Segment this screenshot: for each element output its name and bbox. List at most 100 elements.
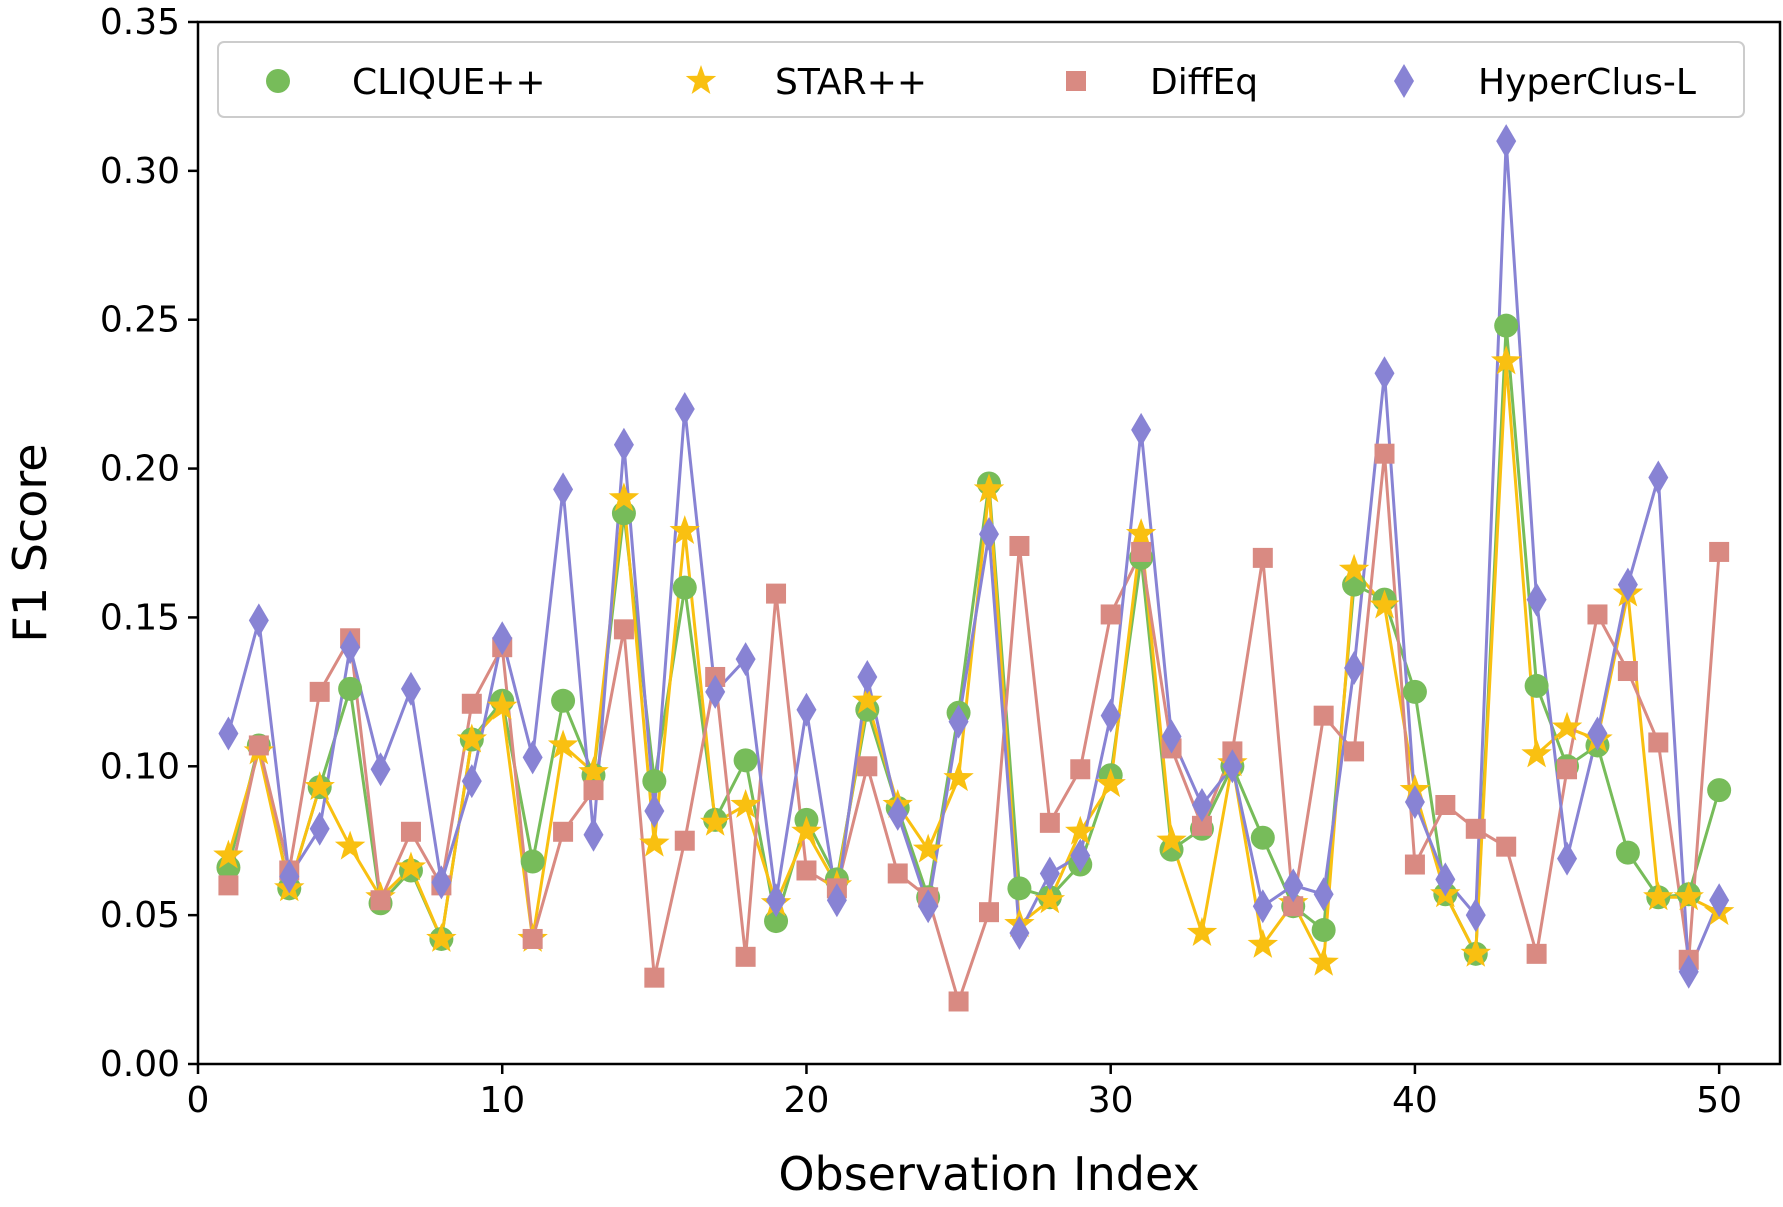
data-point xyxy=(1557,841,1578,876)
data-point xyxy=(1283,896,1304,917)
data-point xyxy=(461,693,482,714)
data-point xyxy=(1707,778,1732,803)
data-point xyxy=(1648,460,1669,495)
data-point xyxy=(456,723,488,753)
y-tick-label: 0.30 xyxy=(100,151,180,192)
data-point xyxy=(674,392,695,427)
series-markers-4 xyxy=(218,124,1730,989)
data-point xyxy=(1131,412,1152,447)
data-point xyxy=(979,517,999,552)
data-point xyxy=(1313,877,1334,912)
plot-frame xyxy=(196,20,1782,1066)
data-point xyxy=(1435,794,1456,815)
data-point xyxy=(522,740,543,775)
data-point xyxy=(553,821,574,842)
data-point xyxy=(1100,698,1121,733)
data-point xyxy=(796,692,817,727)
data-point xyxy=(248,603,269,638)
data-point xyxy=(1344,651,1365,686)
y-tick-label: 0.05 xyxy=(100,895,180,936)
data-point xyxy=(644,793,665,828)
data-point xyxy=(1617,567,1638,602)
x-tick-label: 30 xyxy=(1088,1080,1134,1121)
data-point xyxy=(395,851,427,881)
data-point xyxy=(1673,881,1704,911)
data-point xyxy=(733,748,758,773)
data-point xyxy=(522,928,543,949)
data-point xyxy=(309,681,330,702)
data-point xyxy=(1125,518,1157,548)
y-axis-label: F1 Score xyxy=(3,443,57,642)
legend-box xyxy=(217,41,1745,118)
data-point xyxy=(583,780,604,801)
data-point xyxy=(1095,768,1126,798)
data-point xyxy=(735,642,756,677)
data-point xyxy=(487,690,518,720)
data-point xyxy=(1404,854,1425,875)
y-tick-label: 0.35 xyxy=(100,2,180,43)
data-point xyxy=(948,991,969,1012)
data-point xyxy=(730,788,761,818)
data-point xyxy=(1283,868,1304,903)
data-point xyxy=(1617,661,1638,682)
data-point xyxy=(370,752,391,787)
data-point xyxy=(1186,917,1218,946)
data-point xyxy=(279,859,300,894)
data-point xyxy=(642,769,667,794)
data-point xyxy=(1648,732,1669,753)
data-point xyxy=(857,756,878,777)
data-point xyxy=(918,889,939,924)
y-tick-label: 0.25 xyxy=(100,300,180,341)
data-point xyxy=(1065,815,1096,845)
data-point xyxy=(213,839,244,869)
data-point xyxy=(826,883,847,918)
data-point xyxy=(1496,124,1517,159)
data-point xyxy=(973,473,1005,503)
data-point xyxy=(1369,589,1400,619)
legend-label: HyperClus-L xyxy=(1478,62,1696,103)
data-point xyxy=(1070,759,1091,780)
y-tick-label: 0.20 xyxy=(100,449,180,490)
data-point xyxy=(791,815,822,845)
data-point xyxy=(1402,679,1427,704)
data-point xyxy=(764,909,789,934)
data-point xyxy=(1252,547,1273,568)
data-point xyxy=(912,833,944,863)
data-point xyxy=(1460,937,1491,967)
data-point xyxy=(644,967,665,988)
data-point xyxy=(674,830,695,851)
data-point xyxy=(1311,918,1336,943)
y-tick-label: 0.10 xyxy=(100,746,180,787)
data-point xyxy=(1374,356,1395,391)
legend-entry: CLIQUE++ xyxy=(266,62,546,103)
data-point xyxy=(1222,749,1243,784)
data-point xyxy=(1678,954,1699,989)
data-point xyxy=(766,883,787,918)
data-point xyxy=(1131,541,1152,562)
series-markers xyxy=(213,124,1735,1012)
data-point xyxy=(1344,741,1365,762)
data-point xyxy=(1247,928,1279,958)
data-point xyxy=(492,621,513,656)
data-point xyxy=(1587,716,1608,751)
data-point xyxy=(553,472,574,507)
data-point xyxy=(1039,856,1060,891)
data-point xyxy=(796,860,817,881)
data-point xyxy=(1496,836,1517,857)
data-point xyxy=(699,806,731,836)
data-point xyxy=(1100,604,1121,625)
data-point xyxy=(1034,884,1066,914)
data-point xyxy=(857,659,878,694)
legend-entry: DiffEq xyxy=(1066,62,1258,103)
data-point xyxy=(1435,862,1456,897)
data-point xyxy=(461,764,482,799)
y-tick-label: 0.00 xyxy=(100,1044,180,1085)
data-point xyxy=(1465,898,1486,933)
data-point xyxy=(218,875,239,896)
data-point xyxy=(639,827,670,857)
data-point xyxy=(943,762,974,792)
series-markers-3 xyxy=(218,443,1730,1012)
data-point xyxy=(400,821,421,842)
legend-marker xyxy=(1394,64,1414,98)
